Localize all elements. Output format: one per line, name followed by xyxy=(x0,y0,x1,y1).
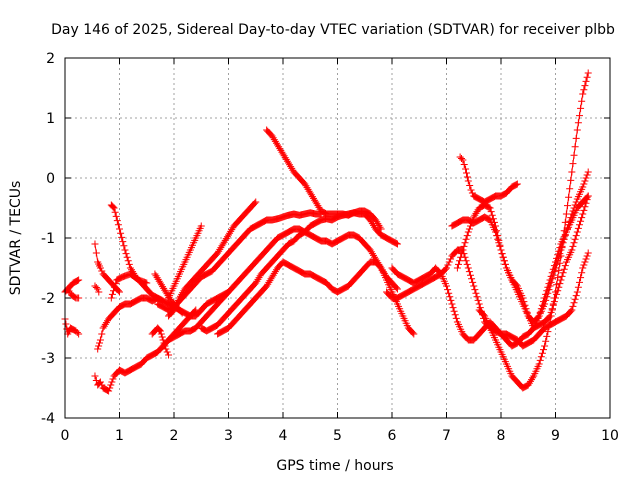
series-arc-17 xyxy=(197,207,385,335)
series-arc-3 xyxy=(64,276,83,293)
series-point-markers xyxy=(214,258,418,338)
series-point-markers xyxy=(448,168,592,326)
series-point-markers xyxy=(165,225,401,344)
series-arc-14 xyxy=(165,198,260,320)
y-tick-label: 1 xyxy=(46,111,55,127)
series-point-markers xyxy=(165,222,205,302)
x-tick-label: 5 xyxy=(333,428,342,444)
y-tick-label: 0 xyxy=(46,171,55,187)
x-tick-label: 10 xyxy=(601,428,619,444)
y-tick-label: -1 xyxy=(41,231,55,247)
series-point-markers xyxy=(263,126,401,248)
series-point-markers xyxy=(107,270,151,302)
x-tick-label: 7 xyxy=(442,428,451,444)
x-tick-label: 3 xyxy=(224,428,233,444)
series-point-markers xyxy=(388,192,592,350)
series-arc-9 xyxy=(107,270,151,302)
series-arc-22 xyxy=(448,168,592,326)
series-arc-2 xyxy=(61,315,83,338)
series-arc-25 xyxy=(475,69,592,392)
y-tick-label: 2 xyxy=(46,51,55,67)
series-point-markers xyxy=(475,69,592,392)
series-arc-11 xyxy=(148,324,173,359)
x-tick-label: 4 xyxy=(279,428,288,444)
series-arc-23 xyxy=(453,192,592,332)
x-tick-label: 1 xyxy=(115,428,124,444)
series-arc-4 xyxy=(91,240,123,296)
tick-layer: 0 1 2 3 4 5 6 7 8 9 10 -4 -3 -2 -1 0 1 2 xyxy=(41,51,619,444)
series-point-markers xyxy=(94,294,167,353)
series-arc-19 xyxy=(263,126,401,248)
series-arc-7 xyxy=(94,294,167,353)
x-tick-label: 9 xyxy=(551,428,560,444)
series-arc-15 xyxy=(165,225,401,344)
series-arc-16 xyxy=(165,222,205,302)
x-tick-label: 0 xyxy=(61,428,70,444)
series-point-markers xyxy=(165,198,260,320)
series-point-markers xyxy=(148,324,173,359)
series-arc-24 xyxy=(456,153,521,206)
series-point-markers xyxy=(197,207,385,335)
series-layer xyxy=(61,69,592,395)
series-point-markers xyxy=(91,282,103,296)
x-tick-label: 2 xyxy=(170,428,179,444)
chart-title: Day 146 of 2025, Sidereal Day-to-day VTE… xyxy=(51,22,615,38)
series-arc-6 xyxy=(91,282,103,296)
x-tick-label: 6 xyxy=(388,428,397,444)
y-tick-label: -4 xyxy=(41,411,55,427)
series-point-markers xyxy=(456,153,521,206)
x-tick-label: 8 xyxy=(497,428,506,444)
y-axis-label: SDTVAR / TECUs xyxy=(8,181,24,296)
series-arc-18 xyxy=(214,258,418,338)
y-tick-label: -3 xyxy=(41,351,55,367)
y-tick-label: -2 xyxy=(41,291,55,307)
series-arc-5 xyxy=(91,366,134,395)
series-point-markers xyxy=(91,240,123,296)
series-point-markers xyxy=(91,366,134,395)
x-axis-label: GPS time / hours xyxy=(276,458,393,474)
series-point-markers xyxy=(64,276,83,293)
